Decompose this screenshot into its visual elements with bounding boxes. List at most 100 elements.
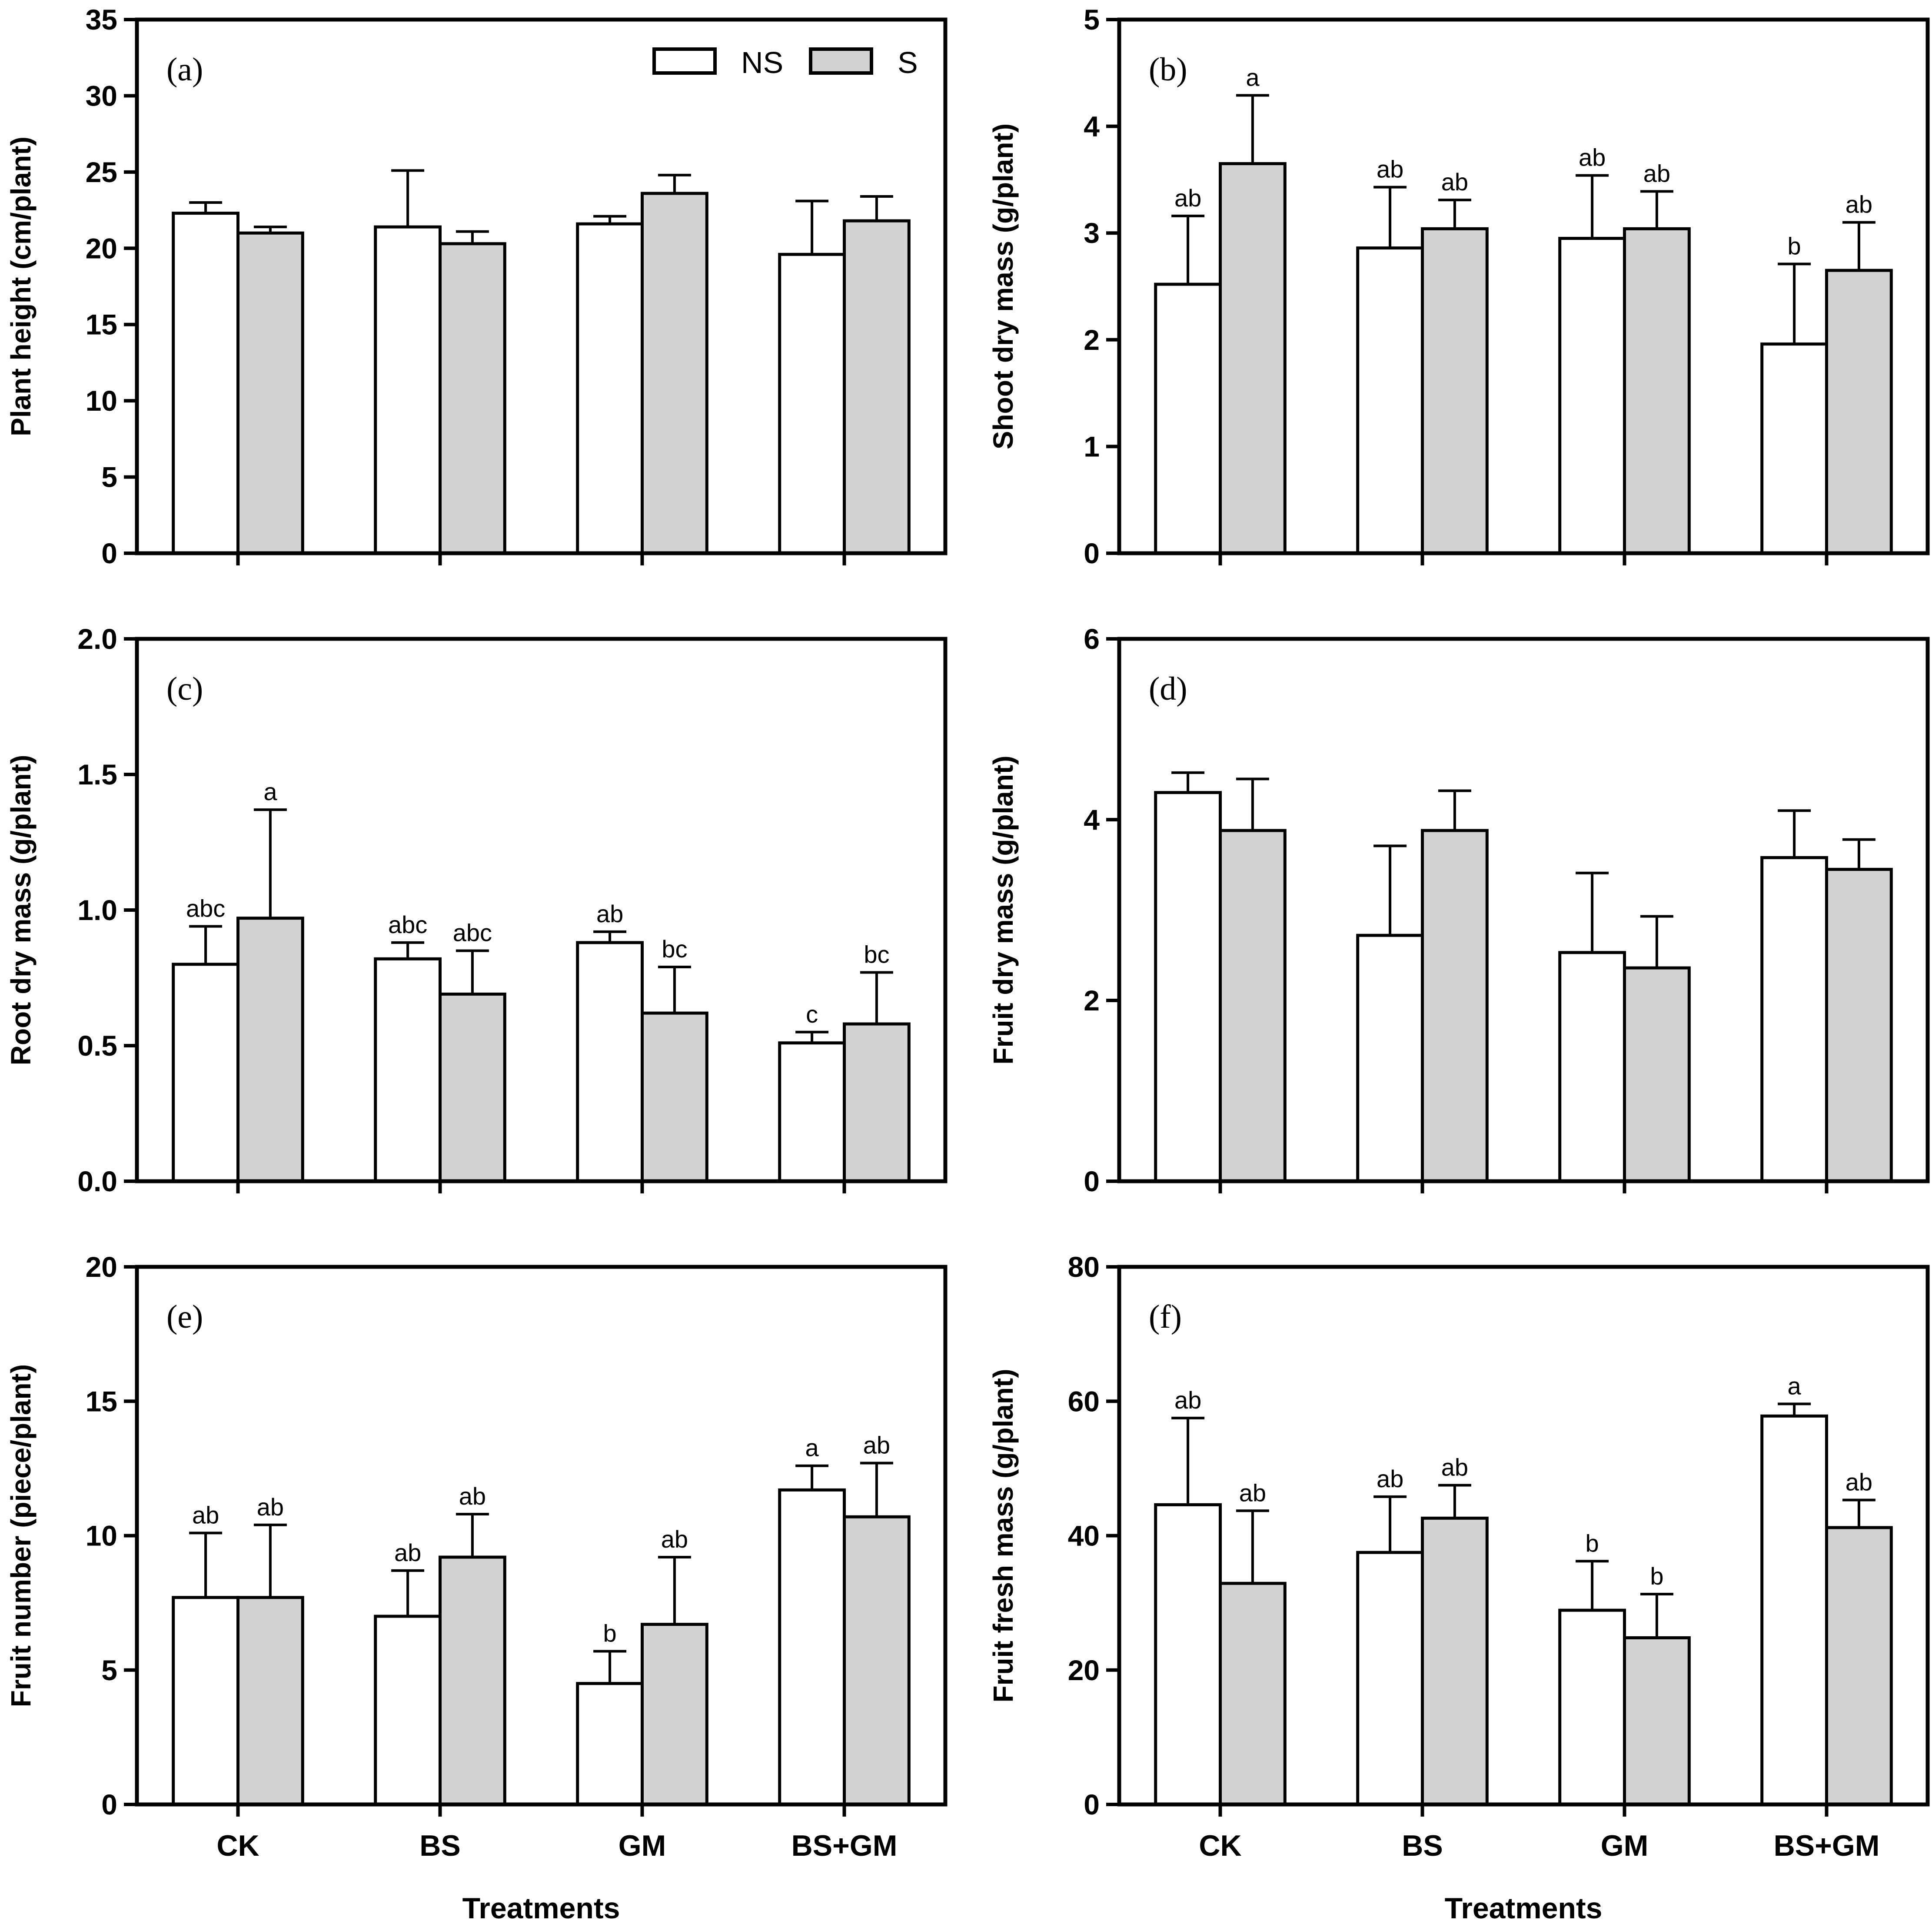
panel-e-xtick-label: GM (619, 1829, 666, 1862)
panel-f-sig-label: b (1586, 1529, 1599, 1557)
panel-f-ytick-label: 20 (1068, 1654, 1100, 1686)
panel-c-sig-label: ab (596, 900, 623, 927)
panel-a-y-axis-title: Plant height (cm/plant) (5, 136, 37, 436)
panel-e-bar-s-bs-gm (843, 1515, 911, 1806)
panel-a-ytick-label: 35 (86, 3, 117, 36)
panel-d-y-axis-title: Fruit dry mass (g/plant) (988, 755, 1019, 1064)
legend-label-s: S (898, 46, 918, 80)
panel-b-sig-label: ab (1846, 191, 1872, 218)
panel-a: 0 5 10 15 20 25 30 35 (a) Plant height (cm/plant) (5, 3, 948, 569)
panel-b-sig-label: ab (1579, 144, 1606, 171)
panel-c-y-axis-title: Root dry mass (g/plant) (5, 755, 37, 1066)
panel-d-frame (1117, 637, 1930, 1183)
panel-c-sig-label: abc (186, 894, 225, 922)
panel-c-bar-s-bs-gm (843, 1022, 911, 1183)
panel-b-ytick-label: 2 (1084, 324, 1100, 356)
panel-a-bar-s-ck (236, 231, 304, 555)
panel-b-sig-label: ab (1441, 168, 1468, 196)
panel-a-bar-s-bs (439, 242, 506, 555)
panel-c-bar-s-gm (641, 1011, 708, 1183)
panel-f-xtick-label: BS+GM (1774, 1829, 1880, 1862)
panel-b-bar-ns-gm (1558, 236, 1626, 555)
panel-c-sig-label: abc (388, 911, 427, 938)
panel-d-bar-s-gm (1623, 966, 1691, 1183)
panel-c-bar-s-ck (236, 917, 304, 1183)
panel-f-bar-ns-bs-gm (1760, 1414, 1828, 1806)
panel-d-bar-ns-gm (1558, 951, 1626, 1183)
panel-e-sig-label: ab (863, 1432, 890, 1459)
panel-e-sig-label: ab (394, 1539, 421, 1566)
panel-c-ytick-label: 2.0 (77, 623, 117, 655)
panel-f-sig-label: ab (1377, 1465, 1403, 1492)
panel-f-sig-label: ab (1239, 1479, 1266, 1506)
panel-f-sig-label: a (1788, 1372, 1802, 1399)
panel-e-x-axis-title: Treatments (462, 1892, 620, 1925)
panel-b-bar-ns-bs-gm (1760, 342, 1828, 555)
panel-b-bar-s-ck (1219, 162, 1287, 555)
panel-b-sig-label: ab (1377, 156, 1403, 183)
panel-a-ytick-label: 30 (86, 80, 117, 112)
panel-f-label: (f) (1149, 1299, 1182, 1335)
panel-a-ytick-label: 5 (101, 461, 117, 493)
panel-f-bar-ns-ck (1154, 1503, 1222, 1806)
panel-e-xtick-label: BS (419, 1829, 460, 1862)
panel-e-ytick-label: 10 (86, 1520, 117, 1552)
panel-a-bar-s-bs-gm (843, 219, 911, 555)
panel-f-bar-s-gm (1623, 1636, 1691, 1806)
panel-e-bar-ns-ck (172, 1596, 240, 1806)
panel-b-y-axis-title: Shoot dry mass (g/plant) (988, 123, 1019, 449)
panel-e-sig-label: ab (459, 1482, 486, 1510)
panel-c-bar-ns-bs (374, 957, 442, 1183)
panel-f-xtick-label: BS (1402, 1829, 1443, 1862)
panel-c-label: (c) (166, 671, 203, 707)
panel-f-y-axis-title: Fruit fresh mass (g/plant) (988, 1369, 1019, 1702)
panel-e-y-axis-title: Fruit number (piece/plant) (5, 1364, 37, 1707)
panel-e-sig-label: b (603, 1619, 617, 1647)
panel-f-bar-s-bs-gm (1825, 1526, 1893, 1806)
panel-e-sig-label: ab (192, 1501, 219, 1528)
legend-label-ns: NS (741, 46, 783, 80)
panel-a-bar-ns-ck (172, 212, 240, 555)
panel-f-ytick-label: 80 (1068, 1251, 1100, 1283)
panel-d-ytick-label: 6 (1084, 623, 1100, 655)
panel-f-bar-ns-gm (1558, 1608, 1626, 1806)
panel-c-sig-label: bc (662, 935, 687, 963)
panel-e-xtick-label: CK (216, 1829, 259, 1862)
panel-f-x-axis-title: Treatments (1445, 1892, 1603, 1925)
panel-e-sig-label: a (805, 1434, 819, 1462)
panel-b-frame (1117, 17, 1930, 555)
panel-c-bar-ns-bs-gm (778, 1041, 846, 1183)
panel-c-sig-label: bc (864, 941, 889, 968)
panel-e-frame (135, 1265, 948, 1807)
panel-c-ytick-label: 0.0 (77, 1165, 117, 1197)
panel-f-sig-label: b (1650, 1562, 1663, 1590)
panel-b-sig-label: b (1788, 232, 1801, 259)
panel-e-sig-label: ab (661, 1525, 688, 1553)
panel-e-ytick-label: 0 (101, 1788, 117, 1821)
panel-a-ytick-label: 20 (86, 232, 117, 264)
panel-d-bar-ns-ck (1154, 791, 1222, 1183)
panel-a-ytick-label: 25 (86, 156, 117, 188)
panel-b-bar-ns-ck (1154, 282, 1222, 555)
panel-c-ytick-label: 1.5 (77, 758, 117, 791)
panel-a-label: (a) (166, 51, 203, 88)
panel-e-bar-s-ck (236, 1596, 304, 1806)
panel-b-bar-ns-bs (1356, 246, 1424, 555)
panel-f-sig-label: ab (1846, 1469, 1872, 1496)
panel-b-bar-s-gm (1623, 227, 1691, 555)
panel-e-ytick-label: 15 (86, 1385, 117, 1417)
panel-e-bar-s-gm (641, 1623, 708, 1806)
panel-a-bar-ns-bs-gm (778, 253, 846, 555)
panel-b-bar-s-bs-gm (1825, 269, 1893, 555)
panel-e-bar-s-bs (439, 1555, 506, 1806)
panel-b-ytick-label: 5 (1084, 3, 1100, 36)
panel-f-frame (1117, 1265, 1930, 1807)
panel-a-bar-ns-gm (576, 222, 644, 555)
panel-d-bar-s-ck (1219, 829, 1287, 1183)
legend-swatch-s (809, 47, 873, 75)
panel-f-sig-label: ab (1441, 1454, 1468, 1481)
panel-c-bar-ns-ck (172, 963, 240, 1183)
panel-c-sig-label: a (263, 778, 277, 805)
